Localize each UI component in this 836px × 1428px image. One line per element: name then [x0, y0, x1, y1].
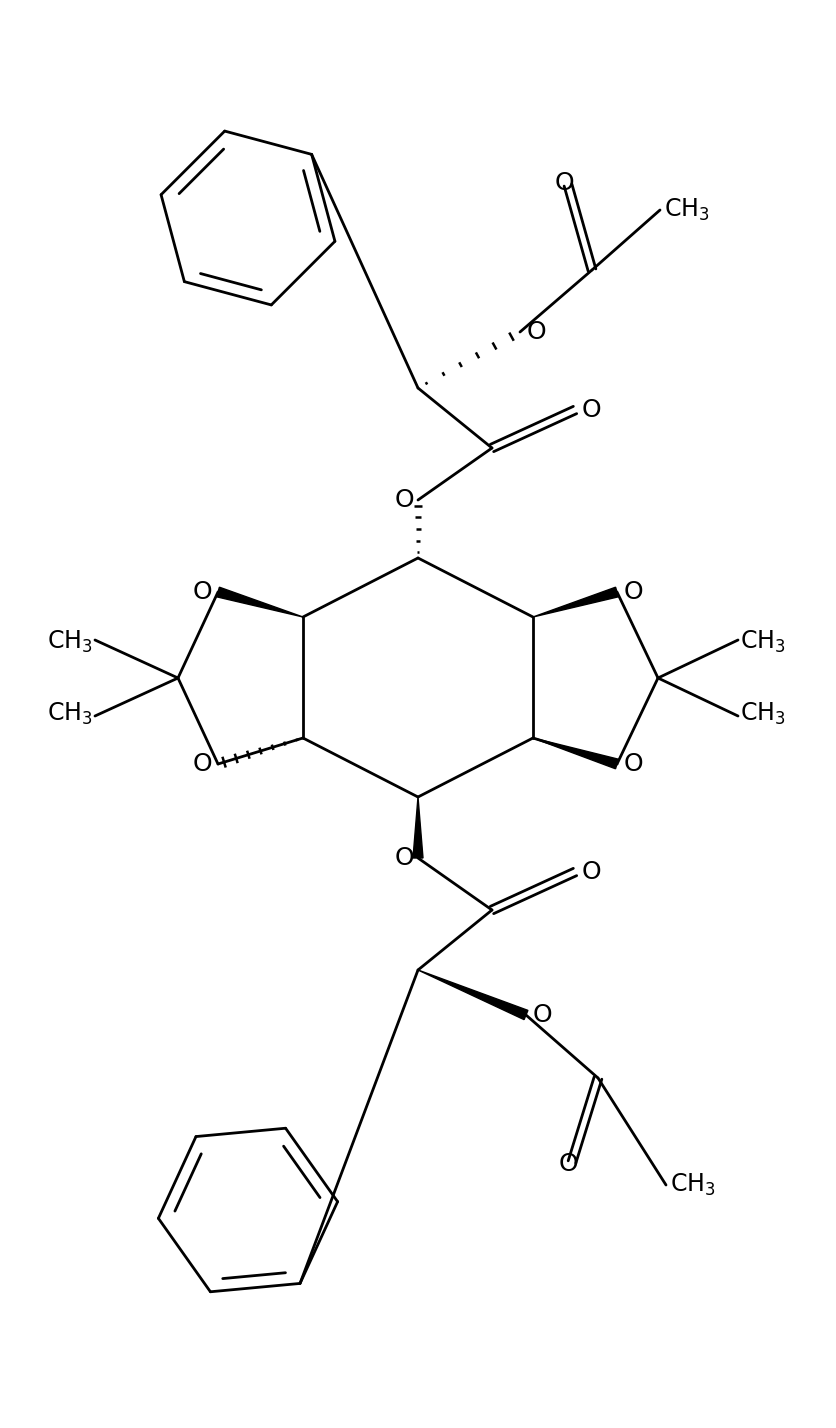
- Text: O: O: [526, 320, 546, 344]
- Text: O: O: [192, 580, 212, 604]
- Text: $\mathdefault{CH_3}$: $\mathdefault{CH_3}$: [740, 628, 786, 655]
- Text: O: O: [581, 860, 601, 884]
- Polygon shape: [413, 797, 423, 858]
- Text: O: O: [623, 580, 643, 604]
- Text: O: O: [395, 845, 414, 870]
- Text: $\mathdefault{CH_3}$: $\mathdefault{CH_3}$: [670, 1172, 716, 1198]
- Polygon shape: [533, 587, 619, 617]
- Text: O: O: [558, 1152, 578, 1177]
- Text: O: O: [581, 398, 601, 423]
- Text: $\mathdefault{CH_3}$: $\mathdefault{CH_3}$: [48, 701, 93, 727]
- Text: O: O: [623, 753, 643, 775]
- Polygon shape: [217, 587, 303, 617]
- Text: $\mathdefault{CH_3}$: $\mathdefault{CH_3}$: [48, 628, 93, 655]
- Text: $\mathdefault{CH_3}$: $\mathdefault{CH_3}$: [664, 197, 710, 223]
- Text: $\mathdefault{CH_3}$: $\mathdefault{CH_3}$: [740, 701, 786, 727]
- Text: O: O: [395, 488, 414, 513]
- Polygon shape: [418, 970, 528, 1020]
- Text: O: O: [192, 753, 212, 775]
- Polygon shape: [533, 738, 619, 768]
- Text: O: O: [554, 171, 573, 196]
- Text: O: O: [533, 1002, 552, 1027]
